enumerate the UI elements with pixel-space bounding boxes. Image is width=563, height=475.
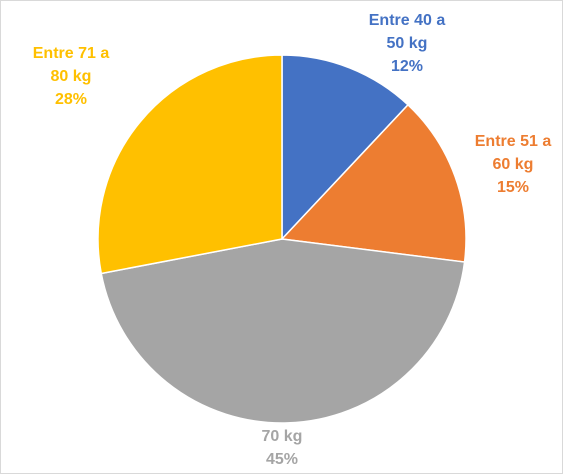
- pie-slice-2: [100, 238, 466, 424]
- data-label-percent: 28%: [55, 91, 87, 108]
- data-label-3: Entre 71 a 80 kg 28%: [33, 45, 110, 108]
- data-label-percent: 15%: [497, 179, 529, 196]
- pie-data-labels: Entre 40 a 50 kg 12% Entre 51 a 60 kg 15% 70 k…: [33, 12, 552, 468]
- data-label-category: 80 kg: [51, 68, 92, 85]
- data-label-category: 70 kg: [262, 428, 303, 445]
- pie-slice-3: [97, 54, 283, 275]
- data-label-percent: 12%: [391, 58, 423, 75]
- data-label-0: Entre 40 a 50 kg 12%: [369, 12, 446, 75]
- data-label-category: Entre 71 a: [33, 45, 110, 62]
- pie-slice-1: [280, 103, 467, 263]
- data-label-category: Entre 40 a: [369, 12, 446, 29]
- data-label-category: Entre 51 a: [475, 133, 552, 150]
- data-label-2: 70 kg 45%: [262, 428, 303, 468]
- pie-slices: [97, 54, 467, 424]
- pie-slice-0: [281, 54, 410, 241]
- data-label-category: 50 kg: [387, 35, 428, 52]
- data-label-category: 60 kg: [493, 156, 534, 173]
- data-label-percent: 45%: [266, 451, 298, 468]
- data-label-1: Entre 51 a 60 kg 15%: [475, 133, 552, 196]
